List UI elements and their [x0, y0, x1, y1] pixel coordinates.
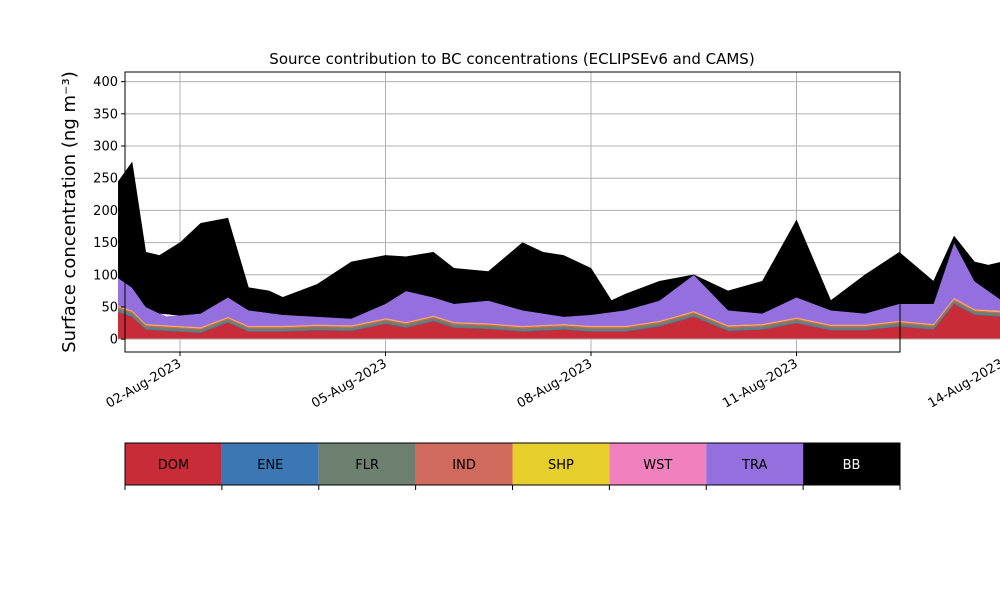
y-tick-label: 0: [110, 333, 118, 348]
y-tick-label: 50: [101, 300, 118, 315]
legend-swatch-ind: [415, 443, 513, 485]
legend-label-dom: DOM: [158, 458, 189, 473]
y-tick-label: 250: [93, 172, 118, 187]
legend-label-flr: FLR: [355, 458, 379, 473]
legend-swatch-shp: [512, 443, 610, 485]
legend-label-shp: SHP: [548, 458, 574, 473]
legend-swatch-ene: [221, 443, 319, 485]
area-bb: [118, 161, 1000, 319]
y-tick-label: 100: [93, 268, 118, 283]
plot-frame: [124, 71, 901, 353]
y-tick-label: 350: [93, 107, 118, 122]
y-axis-label: Surface concentration (ng m⁻³): [59, 71, 80, 353]
legend-swatch-dom: [125, 443, 222, 485]
y-tick-label: 150: [93, 236, 118, 251]
y-tick-label: 200: [93, 204, 118, 219]
legend-label-tra: TRA: [741, 458, 767, 473]
legend-swatch-wst: [609, 443, 707, 485]
legend-label-ene: ENE: [257, 458, 283, 473]
y-tick-label: 400: [93, 75, 118, 90]
legend-swatch-tra: [706, 443, 804, 485]
chart-title: Source contribution to BC concentrations…: [269, 50, 754, 68]
y-tick-label: 300: [93, 140, 118, 155]
legend-label-bb: BB: [843, 458, 861, 473]
stacked-areas: [118, 161, 1000, 340]
legend-swatch-bb: [803, 443, 900, 485]
legend-label-wst: WST: [643, 458, 672, 473]
colorbar-legend: DOM ENE FLR IND SHP WST TRA BB: [124, 442, 901, 490]
legend-swatch-flr: [318, 443, 416, 485]
legend-label-ind: IND: [452, 458, 476, 473]
